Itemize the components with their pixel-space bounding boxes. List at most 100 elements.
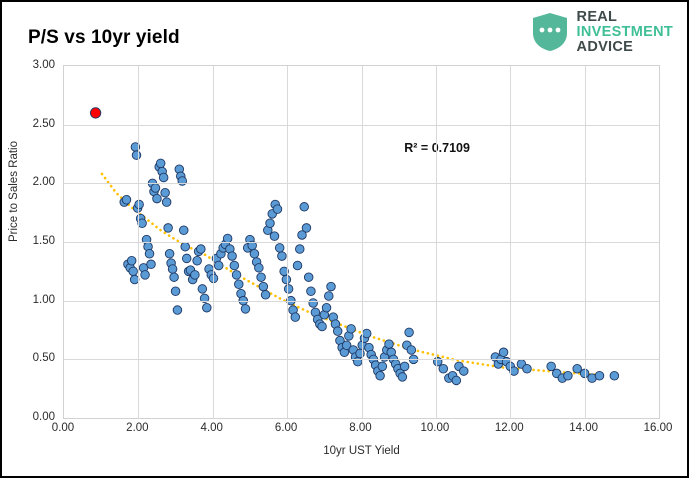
scatter-point [384, 339, 394, 349]
scatter-point [258, 281, 269, 292]
scatter-point [158, 172, 169, 183]
y-tick-label: 2.00 [32, 176, 55, 189]
scatter-point [332, 326, 343, 336]
scatter-point [178, 225, 189, 236]
scatter-point [227, 251, 237, 261]
scatter-point [301, 223, 312, 233]
page-title: P/S vs 10yr yield [28, 26, 180, 48]
y-axis-ticks: 0.00 0.50 1.00 1.50 2.00 2.50 3.00 [2, 59, 63, 423]
scatter-point [161, 197, 172, 207]
scatter-point [563, 371, 573, 381]
scatter-point [321, 302, 332, 313]
scatter-point [265, 218, 275, 228]
scatter-point [199, 293, 210, 304]
y-tick-label: 2.50 [32, 117, 55, 130]
x-tick-label: 16.00 [643, 422, 673, 434]
scatter-point [451, 375, 462, 386]
scatter-point [202, 302, 212, 313]
scatter-point [197, 284, 208, 294]
scatter-point [377, 361, 388, 372]
plot-area: R² = 0.7109 [63, 65, 660, 419]
scatter-point [303, 272, 314, 282]
scatter-point [292, 260, 303, 271]
scatter-point [180, 241, 190, 252]
gridline-vertical [212, 66, 214, 418]
y-tick-label: 0.50 [32, 352, 55, 365]
gridline-vertical [138, 66, 140, 418]
shield-icon [531, 12, 569, 52]
scatter-point [89, 107, 102, 119]
x-axis-title: 10yr UST Yield [323, 445, 400, 457]
scatter-point [272, 204, 283, 214]
scatter-point [170, 286, 181, 297]
y-tick-label: 1.00 [32, 293, 55, 306]
scatter-point [361, 328, 372, 339]
scatter-point [277, 251, 287, 261]
brand-logo: REAL INVESTMENT ADVICE [531, 10, 673, 55]
scatter-point [231, 270, 242, 280]
scatter-point [169, 272, 179, 282]
scatter-point [144, 248, 155, 259]
scatter-point [126, 256, 137, 266]
scatter-point [326, 281, 336, 292]
brand-line-investment: INVESTMENT [576, 23, 673, 40]
scatter-point [121, 195, 132, 205]
x-tick-label: 6.00 [274, 422, 298, 434]
scatter-point [509, 366, 519, 376]
x-tick-label: 0.00 [51, 422, 75, 434]
scatter-point [190, 270, 200, 280]
y-tick-label: 0.00 [32, 411, 55, 423]
scatter-point [281, 274, 292, 285]
brand-wordmark: REAL INVESTMENT ADVICE [577, 10, 673, 55]
scatter-point [283, 284, 294, 294]
scatter-point [498, 347, 509, 358]
scatter-point [229, 260, 240, 271]
gridline-vertical [361, 66, 363, 418]
scatter-point [140, 270, 150, 280]
scatter-point [594, 371, 605, 381]
scatter-point [137, 218, 147, 228]
scatter-point [522, 363, 532, 374]
scatter-point [155, 158, 166, 169]
scatter-point [355, 348, 365, 359]
y-tick-label: 1.50 [32, 235, 55, 247]
x-tick-label: 8.00 [349, 422, 372, 434]
scatter-point [172, 305, 183, 315]
scatter-point [196, 244, 206, 254]
scatter-point [295, 244, 305, 254]
scatter-point [181, 253, 192, 264]
scatter-point [274, 243, 285, 253]
scatter-point [192, 256, 202, 266]
x-tick-label: 14.00 [569, 422, 599, 434]
scatter-point [164, 248, 175, 259]
scatter-point [269, 231, 280, 241]
r-squared-annotation: R² = 0.7109 [404, 141, 470, 156]
brand-line-real: REAL [576, 9, 618, 25]
scatter-point [297, 230, 307, 240]
scatter-point [317, 321, 327, 332]
scatter-point [324, 291, 334, 301]
scatter-point [256, 272, 266, 282]
y-tick-label: 3.00 [32, 59, 55, 71]
gridline-vertical [510, 66, 512, 418]
scatter-point [341, 340, 352, 351]
scatter-point [131, 150, 142, 160]
x-tick-label: 4.00 [200, 422, 223, 434]
scatter-point [249, 248, 260, 259]
scatter-point [397, 372, 408, 382]
scatter-point [406, 345, 417, 355]
gridline-vertical [584, 66, 586, 418]
scatter-point [234, 279, 244, 289]
x-tick-label: 2.00 [126, 422, 149, 434]
scatter-point [399, 361, 410, 372]
scatter-point [260, 290, 271, 300]
scatter-point [152, 193, 162, 204]
y-axis-title: Price to Sales Ratio [8, 141, 20, 242]
scatter-point [167, 264, 178, 274]
scatter-point [254, 263, 264, 273]
gridline-vertical [287, 66, 289, 418]
brand-line-advice: ADVICE [576, 38, 634, 55]
scatter-point [146, 259, 156, 270]
x-axis-ticks: 0.00 2.00 4.00 6.00 8.00 10.00 12.00 14.00 16.00 [52, 422, 673, 442]
